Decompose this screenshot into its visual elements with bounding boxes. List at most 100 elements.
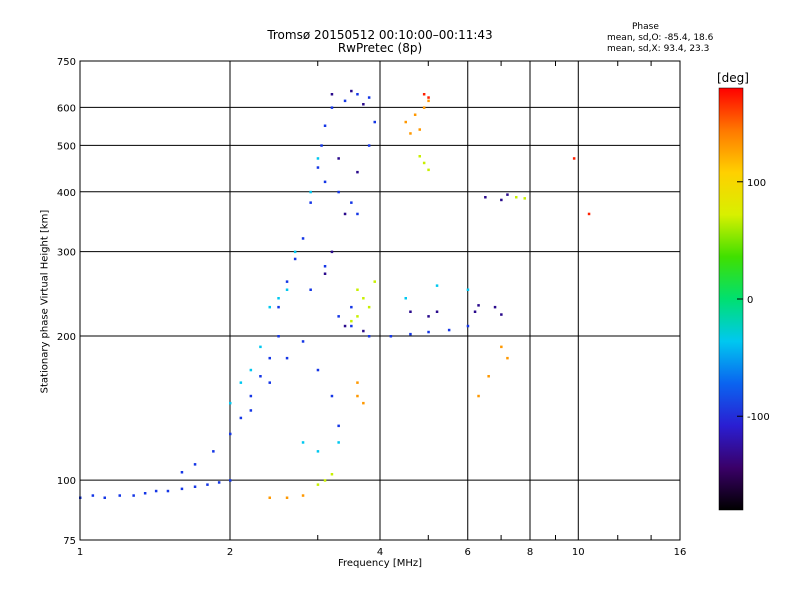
colorbar-tick-label: 0 [747,295,753,306]
chart-subtitle: RwPretec (8p) [337,41,423,55]
data-point [193,463,197,466]
data-point [316,166,320,169]
data-point [362,297,365,300]
data-point [249,409,253,412]
data-point [466,288,470,291]
data-point [103,496,106,499]
data-point [587,212,591,216]
colorbar-ticks: 100 0 -100 [737,178,770,423]
data-point [277,305,280,309]
data-point [422,93,426,96]
data-point [309,190,312,194]
data-point [506,356,509,360]
data-point [367,305,371,309]
data-point [229,479,232,482]
data-point [427,315,430,318]
y-tick-label: 75 [63,536,76,547]
x-tick-label: 6 [465,547,471,558]
data-point [500,345,503,349]
data-point [487,375,490,378]
x-tick-label: 2 [227,547,233,558]
data-point [268,496,271,499]
data-point [239,416,243,420]
data-point [389,335,393,338]
chart-title: Tromsø 20150512 00:10:00–00:11:43 [267,28,493,42]
data-point [229,401,232,405]
data-point [239,381,243,384]
data-point [435,310,439,313]
data-point [418,128,421,131]
data-point [435,284,439,287]
x-axis-label: Frequency [MHz] [337,558,423,569]
phase-stats-x: mean, sd,X: 93.4, 23.3 [607,44,710,54]
data-point [473,310,477,313]
data-point [217,481,221,484]
data-point [91,494,95,497]
data-point [337,190,340,194]
data-point [268,305,271,309]
axis-ticks: 1 2 4 6 8 10 16 75 100 200 300 400 500 600 750 [57,57,686,558]
data-point [268,356,271,360]
data-point [409,310,412,313]
data-point [277,335,280,338]
data-point [337,424,340,428]
data-point [337,157,340,160]
data-point [249,394,253,398]
data-point [484,196,487,199]
data-point [323,265,327,268]
plot-frame [79,60,681,541]
data-point [323,180,327,184]
colorbar-tick-label: 100 [747,178,766,189]
data-point [143,492,147,495]
x-tick-label: 8 [527,547,533,558]
data-point [404,120,407,124]
colorbar-unit: [deg] [717,71,749,85]
y-tick-label: 100 [57,476,76,487]
data-point [212,450,215,453]
y-tick-label: 200 [57,332,76,343]
y-tick-label: 600 [57,103,76,114]
data-point [367,96,371,99]
data-point [285,356,289,360]
data-point [343,99,347,103]
data-point [285,288,289,291]
data-point [409,132,412,135]
data-point [356,394,359,398]
data-point [316,157,320,160]
data-point [180,471,184,474]
data-point [229,432,232,436]
data-point [330,106,334,109]
data-point [500,313,503,316]
data-point [316,483,320,486]
data-point [166,489,170,493]
data-point [285,280,289,283]
data-point [373,280,376,283]
data-point [413,113,417,116]
phase-stats-o: mean, sd,O: -85.4, 18.6 [607,33,714,43]
x-tick-label: 16 [674,547,687,558]
data-point [356,93,359,96]
data-point [427,168,430,172]
data-point [350,319,353,323]
x-tick-label: 4 [377,547,383,558]
data-point [422,161,426,165]
data-point [367,335,371,338]
data-point [301,340,305,343]
data-point [320,144,323,147]
data-point [523,197,526,200]
data-point [337,441,340,444]
y-axis-label: Stationary phase Virtual Height [km] [39,209,51,394]
x-tick-label: 10 [572,547,585,558]
data-point [350,305,353,309]
data-point [500,198,503,202]
data-point [330,473,334,476]
y-tick-label: 750 [57,57,76,68]
data-point [418,155,421,158]
data-point [350,324,353,328]
y-tick-label: 500 [57,141,76,152]
data-point [356,212,359,216]
data-point [249,368,253,372]
data-point [356,170,359,174]
data-point [323,479,327,482]
